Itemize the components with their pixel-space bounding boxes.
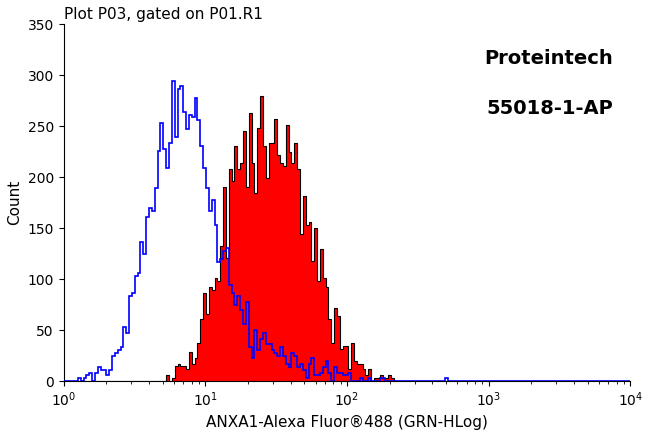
X-axis label: ANXA1-Alexa Fluor®488 (GRN-HLog): ANXA1-Alexa Fluor®488 (GRN-HLog) [206, 415, 488, 430]
Y-axis label: Count: Count [7, 180, 22, 225]
Text: Plot P03, gated on P01.R1: Plot P03, gated on P01.R1 [64, 7, 263, 22]
Text: Proteintech: Proteintech [485, 49, 614, 69]
Text: 55018-1-AP: 55018-1-AP [487, 99, 614, 118]
